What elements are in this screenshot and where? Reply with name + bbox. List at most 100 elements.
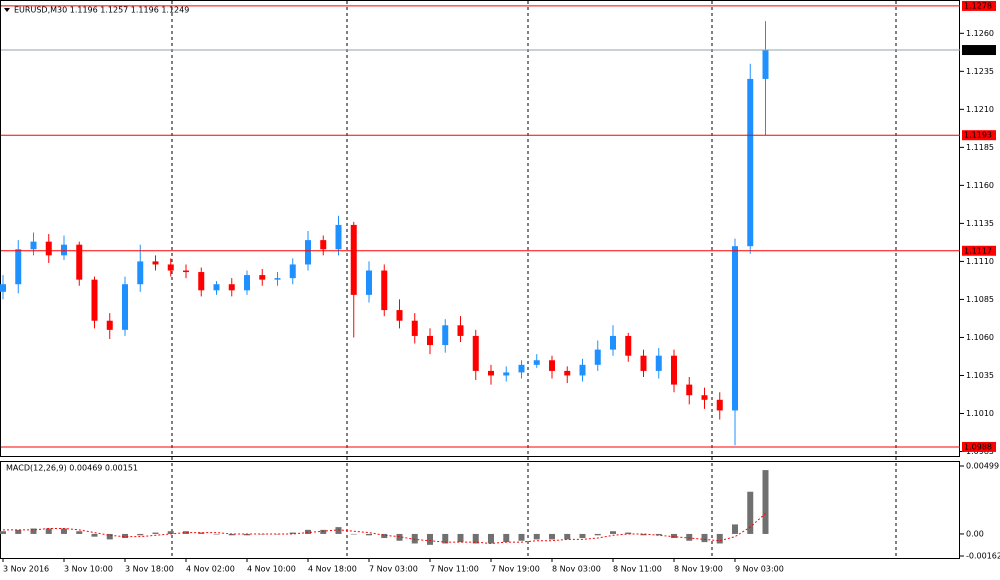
macd-bar: [549, 533, 555, 540]
level-tag: [962, 441, 996, 452]
x-tick-label: 7 Nov 03:00: [369, 565, 418, 574]
candle-body: [427, 335, 433, 346]
candle-body: [335, 224, 342, 250]
x-tick-label: 8 Nov 19:00: [674, 565, 723, 574]
candle-body: [518, 364, 525, 373]
y-tick-label: 1.1210: [966, 105, 994, 114]
macd-bar: [533, 533, 540, 540]
y-tick-label: 1.1085: [966, 295, 994, 304]
candle-body: [61, 244, 67, 256]
macd-bar: [640, 533, 647, 536]
macd-bar: [228, 533, 235, 536]
x-tick-label: 7 Nov 19:00: [491, 565, 540, 574]
macd-bar: [0, 531, 6, 534]
macd-bar: [167, 531, 174, 534]
candle-body: [640, 355, 647, 371]
signal-line: [3, 513, 766, 544]
candle-body: [747, 78, 754, 247]
x-tick-label: 4 Nov 10:00: [247, 565, 296, 574]
macd-bar: [335, 527, 342, 534]
candle-body: [472, 335, 479, 371]
candle-body: [655, 355, 662, 371]
macd-bar: [76, 531, 83, 534]
x-tick-label: 9 Nov 03:00: [735, 565, 784, 574]
y-tick-label: 1.1235: [966, 67, 994, 76]
y-tick-label: -0.00162: [966, 552, 1000, 561]
y-tick-label: 1.1185: [966, 143, 994, 152]
macd-bar: [594, 533, 601, 536]
level-tag: [962, 130, 996, 141]
macd-bar: [106, 533, 113, 540]
candle-body: [396, 310, 403, 321]
candle-body: [381, 270, 388, 311]
x-tick-label: 4 Nov 02:00: [186, 565, 235, 574]
candle-body: [701, 395, 708, 400]
macd-bar: [457, 533, 464, 543]
candle-body: [137, 261, 144, 285]
macd-bar: [610, 531, 616, 534]
macd-bar: [762, 470, 769, 534]
candle-body: [91, 279, 98, 321]
candle-body: [259, 275, 266, 280]
macd-bar: [579, 533, 586, 539]
x-tick-label: 3 Nov 2016: [3, 565, 49, 574]
macd-bar: [442, 533, 449, 544]
macd-frame: [0, 461, 960, 559]
candle-body: [579, 364, 586, 376]
macd-bar: [274, 533, 281, 535]
y-tick-label: 1.1135: [966, 219, 994, 228]
symbol-arrow[interactable]: [4, 8, 10, 12]
y-tick-label: 1.1035: [966, 371, 994, 380]
macd-bar: [289, 532, 296, 534]
main-frame: [0, 0, 960, 457]
x-tick-label: 3 Nov 18:00: [125, 565, 174, 574]
y-tick-label: 1.1110: [966, 257, 994, 266]
candle-body: [411, 320, 418, 336]
y-tick-label: 0.00499: [966, 462, 999, 471]
macd-bar: [152, 532, 159, 534]
macd-bar: [122, 533, 128, 539]
y-tick-label: 1.1060: [966, 333, 994, 342]
macd-bar: [137, 533, 144, 536]
x-tick-label: 8 Nov 11:00: [613, 565, 662, 574]
macd-bar: [15, 529, 22, 534]
macd-bar: [427, 533, 433, 545]
candle-body: [625, 335, 632, 356]
candle-body: [30, 241, 37, 250]
macd-bar: [747, 491, 754, 534]
macd-bar: [183, 531, 189, 534]
candle-body: [289, 264, 296, 279]
y-tick-label: 0.00: [966, 529, 984, 538]
macd-bar: [701, 533, 708, 543]
candle-body: [45, 241, 52, 256]
candle-body: [732, 246, 738, 411]
macd-bar: [564, 533, 571, 540]
bid-label: 1.1249: [964, 46, 992, 55]
candle-body: [15, 249, 22, 285]
macd-bar: [320, 529, 327, 534]
macd-bar: [381, 533, 388, 539]
macd-bar: [213, 533, 220, 535]
macd-bar: [518, 533, 525, 541]
macd-bar: [350, 533, 357, 535]
candle-body: [564, 370, 571, 376]
candle-body: [198, 272, 205, 291]
candle-body: [716, 399, 723, 411]
level-label: 1.1193: [964, 131, 992, 140]
macd-bar: [732, 524, 738, 534]
y-tick-label: 1.1260: [966, 29, 994, 38]
candle-body: [183, 270, 189, 273]
macd-bar: [366, 533, 372, 536]
candle-body: [366, 270, 372, 295]
macd-bar: [625, 532, 632, 534]
y-tick-label: 1.1010: [966, 409, 994, 418]
macd-bar: [503, 533, 510, 543]
candle-body: [442, 325, 449, 346]
macd-bar: [655, 533, 662, 536]
level-tag: [962, 245, 996, 256]
macd-bar: [45, 528, 52, 534]
candle-body: [457, 325, 464, 336]
candle-body: [503, 372, 510, 376]
